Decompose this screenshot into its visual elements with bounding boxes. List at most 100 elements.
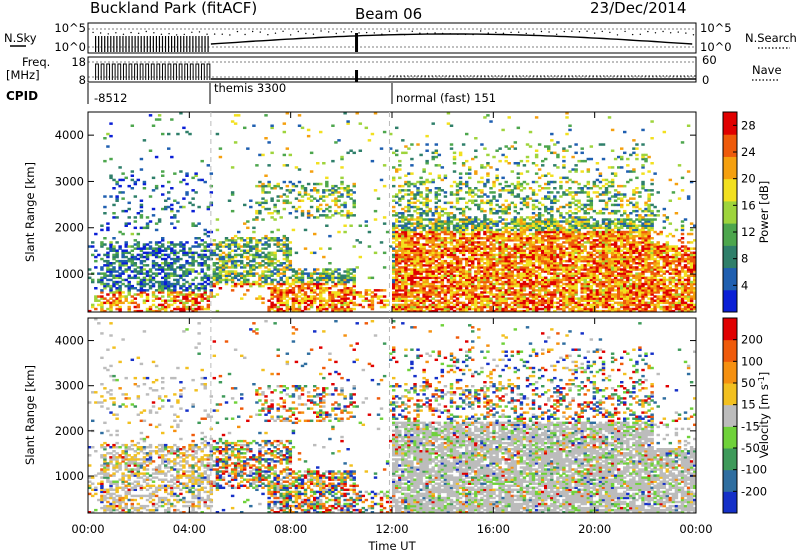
- heatmap-cell: [143, 227, 146, 229]
- heatmap-cell: [161, 237, 164, 239]
- heatmap-cell: [425, 160, 428, 162]
- nsearch-point: [640, 34, 641, 35]
- heatmap-cell: [517, 289, 520, 291]
- heatmap-cell: [337, 195, 340, 197]
- heatmap-cell: [194, 225, 197, 227]
- heatmap-cell: [386, 231, 389, 233]
- heatmap-cell: [246, 250, 249, 252]
- heatmap-cell: [322, 195, 325, 197]
- heatmap-cell: [118, 185, 121, 187]
- heatmap-cell: [538, 185, 541, 187]
- heatmap-cell: [222, 245, 225, 247]
- heatmap-cell: [465, 191, 468, 193]
- nsearch-point: [571, 31, 572, 32]
- heatmap-cell: [273, 304, 276, 306]
- heatmap-cell: [544, 245, 547, 247]
- heatmap-cell: [453, 291, 456, 293]
- heatmap-cell: [568, 187, 571, 189]
- heatmap-cell: [486, 172, 489, 174]
- heatmap-cell: [112, 212, 115, 214]
- heatmap-cell: [289, 241, 292, 243]
- heatmap-cell: [258, 254, 261, 256]
- heatmap-cell: [501, 281, 504, 283]
- heatmap-cell: [125, 210, 128, 212]
- heatmap-cell: [495, 254, 498, 256]
- heatmap-cell: [231, 285, 234, 287]
- nsearch-point: [632, 34, 633, 35]
- heatmap-cell: [176, 210, 179, 212]
- heatmap-cell: [498, 287, 501, 289]
- heatmap-cell: [407, 289, 410, 291]
- heatmap-cell: [404, 210, 407, 212]
- heatmap-cell: [310, 295, 313, 297]
- heatmap-cell: [480, 143, 483, 145]
- heatmap-cell: [468, 264, 471, 266]
- heatmap-cell: [410, 229, 413, 231]
- heatmap-cell: [167, 304, 170, 306]
- heatmap-cell: [185, 131, 188, 133]
- heatmap-cell: [535, 270, 538, 272]
- heatmap-cell: [456, 275, 459, 277]
- heatmap-cell: [197, 302, 200, 304]
- heatmap-cell: [182, 264, 185, 266]
- heatmap-cell: [535, 218, 538, 220]
- heatmap-cell: [194, 308, 197, 310]
- heatmap-cell: [173, 227, 176, 229]
- heatmap-cell: [498, 216, 501, 218]
- heatmap-cell: [337, 231, 340, 233]
- heatmap-cell: [346, 268, 349, 270]
- heatmap-cell: [444, 220, 447, 222]
- heatmap-cell: [137, 293, 140, 295]
- heatmap-cell: [267, 237, 270, 239]
- nsearch-point: [602, 31, 603, 32]
- heatmap-cell: [568, 129, 571, 131]
- heatmap-cell: [128, 208, 131, 210]
- heatmap-cell: [505, 145, 508, 147]
- heatmap-cell: [538, 189, 541, 191]
- heatmap-cell: [273, 185, 276, 187]
- heatmap-cell: [471, 195, 474, 197]
- heatmap-cell: [128, 258, 131, 260]
- heatmap-cell: [164, 200, 167, 202]
- heatmap-cell: [128, 252, 131, 254]
- heatmap-cell: [310, 206, 313, 208]
- heatmap-cell: [471, 158, 474, 160]
- heatmap-cell: [517, 256, 520, 258]
- heatmap-cell: [368, 277, 371, 279]
- freq-trace: [174, 64, 177, 80]
- heatmap-cell: [535, 289, 538, 291]
- heatmap-cell: [447, 237, 450, 239]
- heatmap-cell: [228, 239, 231, 241]
- heatmap-cell: [383, 185, 386, 187]
- heatmap-cell: [447, 254, 450, 256]
- heatmap-cell: [535, 214, 538, 216]
- heatmap-cell: [167, 262, 170, 264]
- heatmap-cell: [535, 302, 538, 304]
- heatmap-cell: [410, 158, 413, 160]
- heatmap-cell: [313, 233, 316, 235]
- heatmap-cell: [125, 241, 128, 243]
- heatmap-cell: [392, 166, 395, 168]
- heatmap-cell: [574, 279, 577, 281]
- heatmap-cell: [401, 195, 404, 197]
- heatmap-cell: [121, 283, 124, 285]
- heatmap-cell: [161, 193, 164, 195]
- heatmap-cell: [514, 279, 517, 281]
- heatmap-cell: [252, 281, 255, 283]
- heatmap-cell: [197, 306, 200, 308]
- heatmap-cell: [492, 293, 495, 295]
- heatmap-cell: [571, 191, 574, 193]
- heatmap-cell: [523, 197, 526, 199]
- heatmap-cell: [486, 252, 489, 254]
- heatmap-cell: [301, 270, 304, 272]
- heatmap-cell: [155, 268, 158, 270]
- heatmap-cell: [547, 289, 550, 291]
- heatmap-cell: [483, 214, 486, 216]
- heatmap-cell: [131, 277, 134, 279]
- nsearch-point: [404, 34, 405, 35]
- heatmap-cell: [468, 256, 471, 258]
- heatmap-cell: [419, 191, 422, 193]
- heatmap-cell: [520, 216, 523, 218]
- heatmap-cell: [273, 262, 276, 264]
- heatmap-cell: [170, 262, 173, 264]
